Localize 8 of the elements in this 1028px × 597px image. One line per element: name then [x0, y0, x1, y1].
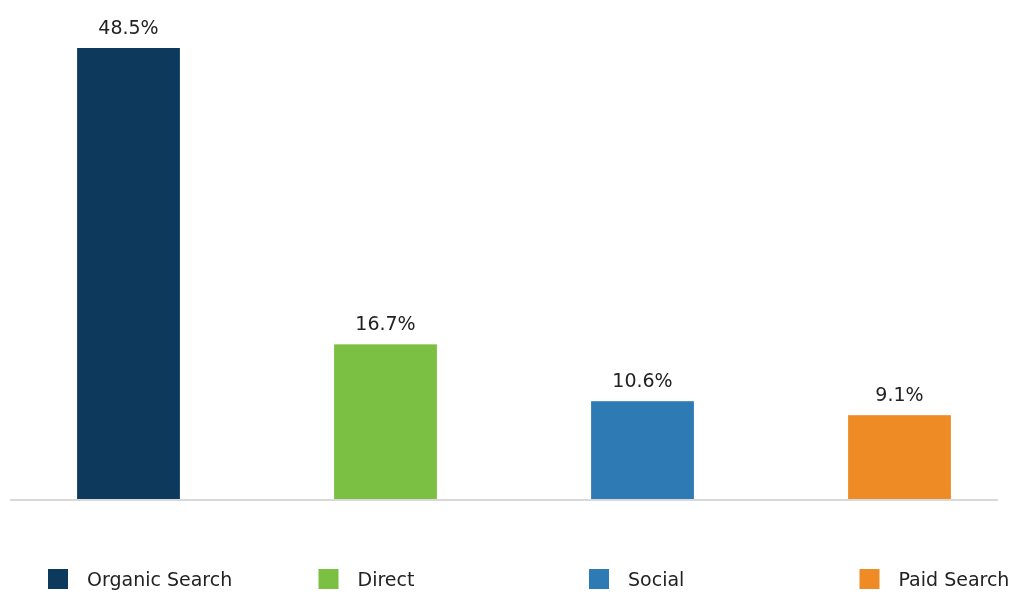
legend-label: Social: [628, 568, 685, 590]
data-label: 48.5%: [98, 16, 159, 38]
data-label: 16.7%: [355, 312, 416, 335]
legend-label: Direct: [357, 568, 415, 590]
legend-label: Organic Search: [87, 568, 233, 590]
data-label: 10.6%: [612, 369, 673, 392]
legend-label: Paid Search: [898, 568, 1010, 590]
data-label: 9.1%: [875, 383, 924, 406]
